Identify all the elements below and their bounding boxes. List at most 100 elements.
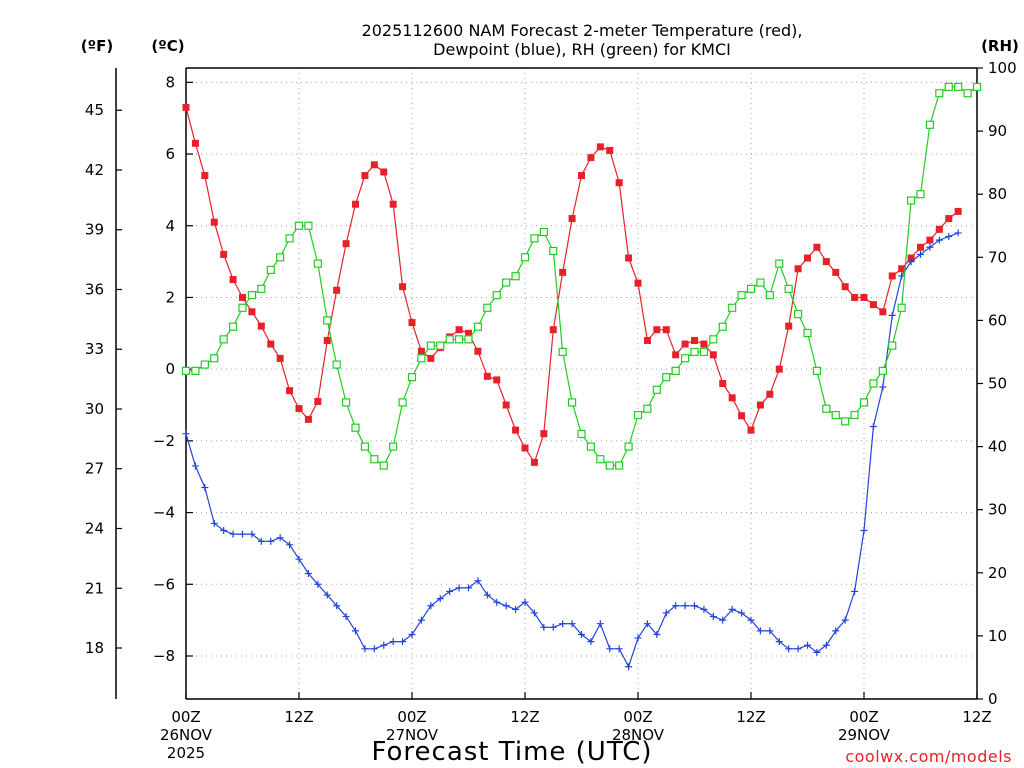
dewpoint-point <box>483 591 491 599</box>
dewpoint-point <box>785 645 793 653</box>
temperature-point <box>738 412 746 420</box>
fahrenheit-tick-label: 39 <box>85 221 104 239</box>
dewpoint-point <box>417 616 425 624</box>
date-tick-label: 28NOV <box>612 726 665 744</box>
temperature-point <box>700 340 708 348</box>
dewpoint-point <box>738 609 746 617</box>
rh-point <box>454 335 464 344</box>
rh-point <box>615 461 624 470</box>
dewpoint-point <box>841 616 849 624</box>
dewpoint-point <box>832 627 840 635</box>
dewpoint-point <box>559 620 567 628</box>
dewpoint-point <box>521 598 529 606</box>
rh-point <box>831 410 840 420</box>
fahrenheit-tick-label: 36 <box>85 280 104 298</box>
rh-point <box>596 455 605 464</box>
dewpoint-point <box>286 541 294 549</box>
dewpoint-point <box>474 577 482 585</box>
temperature-point <box>399 283 407 291</box>
rh-point <box>812 366 822 375</box>
rh-point <box>878 366 887 375</box>
fahrenheit-tick-label: 24 <box>85 520 104 538</box>
time-tick-label: 12Z <box>962 708 991 726</box>
temperature-point <box>417 347 425 355</box>
rh-point <box>313 259 322 268</box>
rh-point <box>586 442 596 451</box>
temperature-point <box>201 172 209 180</box>
dewpoint-point <box>775 638 783 646</box>
rh-point <box>539 227 548 237</box>
credit-text: coolwx.com/models <box>845 747 1012 766</box>
fahrenheit-tick-label: 33 <box>85 340 104 358</box>
dewpoint-point <box>314 580 322 588</box>
temperature-point <box>286 387 294 395</box>
dewpoint-point <box>700 605 708 613</box>
temperature-point <box>804 254 811 262</box>
rh-point <box>558 347 567 357</box>
rh-point <box>360 442 370 451</box>
temperature-point <box>521 444 529 452</box>
temperature-point <box>512 426 520 434</box>
dewpoint-point <box>851 587 859 595</box>
series-layer <box>181 82 982 671</box>
rh-point <box>210 354 219 363</box>
celsius-tick-label: −2 <box>153 432 175 450</box>
temperature-point <box>257 322 265 330</box>
temperature-point <box>672 351 680 359</box>
temperature-point <box>342 240 350 248</box>
rh-point <box>417 354 426 363</box>
rh-tick-label: 90 <box>988 122 1007 140</box>
x-axis-title: Forecast Time (UTC) <box>371 737 652 767</box>
dewpoint-point <box>756 627 764 635</box>
temperature-point <box>681 340 689 348</box>
rh-point <box>473 322 483 331</box>
rh-tick-label: 40 <box>988 438 1007 456</box>
grid-layer <box>186 68 977 699</box>
rh-point <box>445 335 454 344</box>
dewpoint-point <box>389 638 397 646</box>
temperature-point <box>578 172 585 180</box>
rh-point <box>728 303 737 312</box>
dewpoint-point <box>512 605 520 613</box>
temperature-point <box>898 265 906 273</box>
rh-point <box>389 442 398 451</box>
celsius-tick-label: 0 <box>165 360 175 378</box>
temperature-point <box>352 200 359 208</box>
temperature-point <box>455 326 463 334</box>
rh-point <box>323 316 332 325</box>
rh-point <box>219 335 228 344</box>
rh-point <box>888 341 897 350</box>
dewpoint-point <box>191 462 199 470</box>
dewpoint-line <box>185 232 959 669</box>
rh-point <box>370 455 379 464</box>
temperature-point <box>860 293 868 301</box>
temperature-point <box>427 354 435 362</box>
dewpoint-point <box>549 623 557 631</box>
rh-point <box>567 398 577 407</box>
celsius-tick-label: −4 <box>153 504 175 522</box>
temperature-point <box>756 401 764 409</box>
time-tick-label: 12Z <box>510 708 539 726</box>
rh-point <box>841 417 850 426</box>
rh-point <box>859 398 869 407</box>
dewpoint-point <box>691 602 698 610</box>
dewpoint-point <box>662 609 670 617</box>
dewpoint-point <box>276 534 284 542</box>
date-tick-label: 27NOV <box>386 726 439 744</box>
celsius-tick-label: −8 <box>153 647 175 665</box>
rh-point <box>483 303 492 312</box>
temperature-point <box>596 143 604 151</box>
temperature-point <box>182 103 190 111</box>
rh-point <box>869 379 878 388</box>
dewpoint-point <box>719 616 727 624</box>
fahrenheit-tick-label: 45 <box>85 101 104 119</box>
temperature-point <box>775 365 783 373</box>
dewpoint-point <box>455 584 463 592</box>
rh-point <box>200 360 209 369</box>
temperature-point <box>220 250 228 258</box>
rh-point <box>671 366 680 375</box>
dewpoint-point <box>813 648 821 656</box>
rh-point <box>549 246 558 256</box>
celsius-tick-label: 2 <box>165 288 175 306</box>
